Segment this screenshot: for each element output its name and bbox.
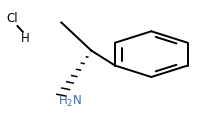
Text: H: H [21,32,29,45]
Text: Cl: Cl [6,12,18,25]
Text: H$_2$N: H$_2$N [58,93,82,109]
